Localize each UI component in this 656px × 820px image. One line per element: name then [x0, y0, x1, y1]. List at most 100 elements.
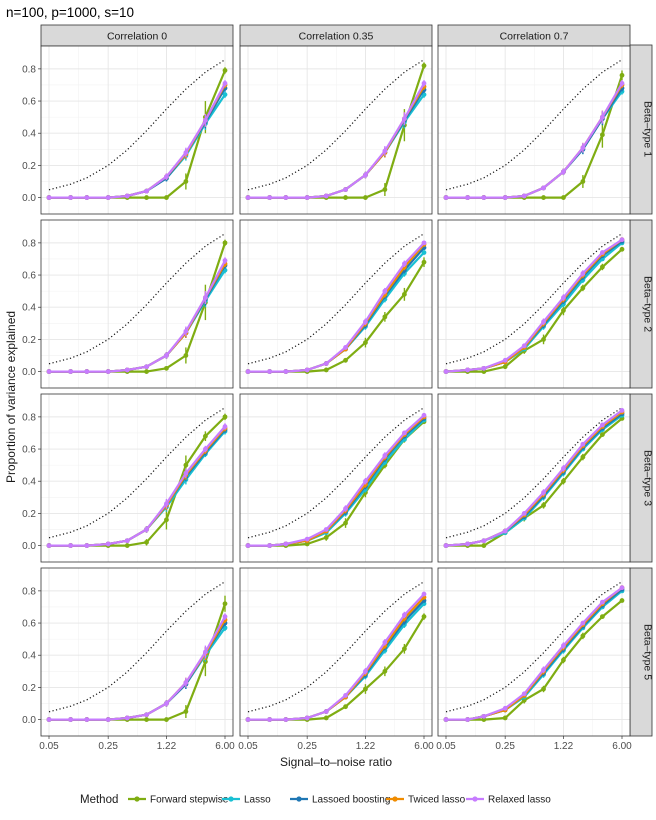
- x-tick-label: 6.00: [215, 741, 235, 752]
- y-tick-label: 0.8: [22, 64, 36, 75]
- data-point: [164, 174, 169, 180]
- y-axis-title: Proportion of variance explained: [4, 311, 18, 483]
- panel-background: [41, 46, 233, 214]
- data-point: [144, 527, 149, 532]
- data-point: [304, 715, 310, 721]
- data-point: [124, 193, 130, 199]
- y-tick-label: 0.0: [22, 541, 36, 552]
- y-tick-label: 0.8: [22, 412, 36, 423]
- x-tick-label: 0.25: [495, 741, 515, 752]
- series-relaxed-lasso: [443, 408, 625, 548]
- data-point: [541, 336, 546, 342]
- data-point: [363, 172, 368, 178]
- series-relaxed-lasso: [245, 240, 427, 374]
- panel-background: [438, 394, 630, 562]
- data-point: [183, 680, 189, 685]
- series-line: [248, 414, 425, 547]
- data-point: [421, 412, 427, 418]
- data-point: [323, 361, 329, 366]
- data-point: [124, 367, 130, 373]
- data-point: [245, 717, 251, 722]
- data-point: [144, 717, 149, 722]
- data-point: [183, 179, 189, 184]
- panel-border: [239, 567, 433, 737]
- row-strip-label: Beta–type 2: [642, 276, 654, 332]
- y-tick-label: 0.4: [22, 477, 36, 488]
- data-point: [363, 686, 368, 692]
- data-point: [183, 709, 189, 714]
- data-point: [343, 506, 348, 511]
- x-tick-label: 0.25: [98, 741, 118, 752]
- series-relaxed-lasso: [46, 613, 228, 722]
- data-point: [561, 308, 566, 313]
- legend-key-point: [228, 796, 234, 802]
- legend-item: Lasso: [222, 795, 271, 806]
- data-point: [521, 510, 527, 516]
- x-tick-label: 0.05: [238, 741, 258, 752]
- data-point: [164, 701, 169, 706]
- data-point: [363, 668, 368, 674]
- facet-panel: 0.0 0.2 0.4 0.6 0.8: [22, 45, 234, 215]
- series-relaxed-lasso: [46, 257, 228, 374]
- x-tick-label: 0.05: [436, 741, 456, 752]
- facet-panel: [437, 45, 631, 215]
- y-tick-label: 0.2: [22, 161, 36, 172]
- series-relaxed-lasso: [46, 80, 228, 200]
- panel-background: [438, 220, 630, 388]
- data-point: [323, 535, 329, 540]
- data-point: [401, 291, 407, 297]
- legend-item: Lassoed boosting: [290, 795, 390, 806]
- data-point: [541, 686, 546, 692]
- data-point: [561, 169, 566, 175]
- data-point: [222, 68, 228, 73]
- data-point: [46, 543, 52, 548]
- data-point: [245, 195, 251, 200]
- data-point: [580, 145, 586, 151]
- data-point: [401, 612, 407, 618]
- data-point: [343, 357, 348, 363]
- data-point: [267, 369, 273, 374]
- column-strip-label: Correlation 0.7: [500, 31, 569, 43]
- y-tick-label: 0.8: [22, 586, 36, 597]
- y-tick-label: 0.2: [22, 683, 36, 694]
- data-point: [183, 150, 189, 155]
- y-tick-label: 0.4: [22, 303, 36, 314]
- data-point: [401, 261, 407, 267]
- facet-panel: 0.0 0.2 0.4 0.6 0.8: [22, 219, 234, 389]
- panel-border: [40, 567, 234, 737]
- series-line: [446, 586, 623, 721]
- data-point: [561, 465, 566, 471]
- y-tick-label: 0.6: [22, 445, 36, 456]
- data-point: [105, 717, 111, 722]
- data-point: [465, 367, 471, 373]
- data-point: [84, 369, 90, 374]
- data-point: [144, 195, 149, 200]
- data-point: [401, 430, 407, 436]
- facet-panel: [239, 219, 433, 389]
- series-relaxed-lasso: [245, 412, 427, 548]
- data-point: [561, 643, 566, 648]
- data-point: [343, 693, 348, 698]
- series-line: [446, 599, 623, 721]
- y-tick-label: 0.6: [22, 97, 36, 108]
- data-point: [521, 691, 527, 697]
- legend-label: Relaxed lasso: [488, 795, 551, 806]
- data-point: [68, 369, 74, 374]
- x-tick-label: 1.22: [554, 741, 574, 752]
- data-point: [84, 195, 90, 200]
- data-point: [465, 195, 471, 200]
- data-point: [541, 319, 546, 325]
- data-point: [599, 432, 605, 437]
- y-tick-label: 0.4: [22, 651, 36, 662]
- data-point: [202, 117, 208, 123]
- panel-border: [40, 219, 234, 389]
- data-point: [164, 353, 169, 358]
- data-point: [202, 649, 208, 655]
- column-strip: Correlation 0.7: [437, 24, 631, 47]
- data-point: [521, 343, 527, 349]
- data-point: [267, 717, 273, 722]
- legend-item: Relaxed lasso: [466, 795, 551, 806]
- series-line: [446, 82, 623, 199]
- series-relaxed-lasso: [443, 237, 625, 374]
- data-point: [443, 195, 449, 200]
